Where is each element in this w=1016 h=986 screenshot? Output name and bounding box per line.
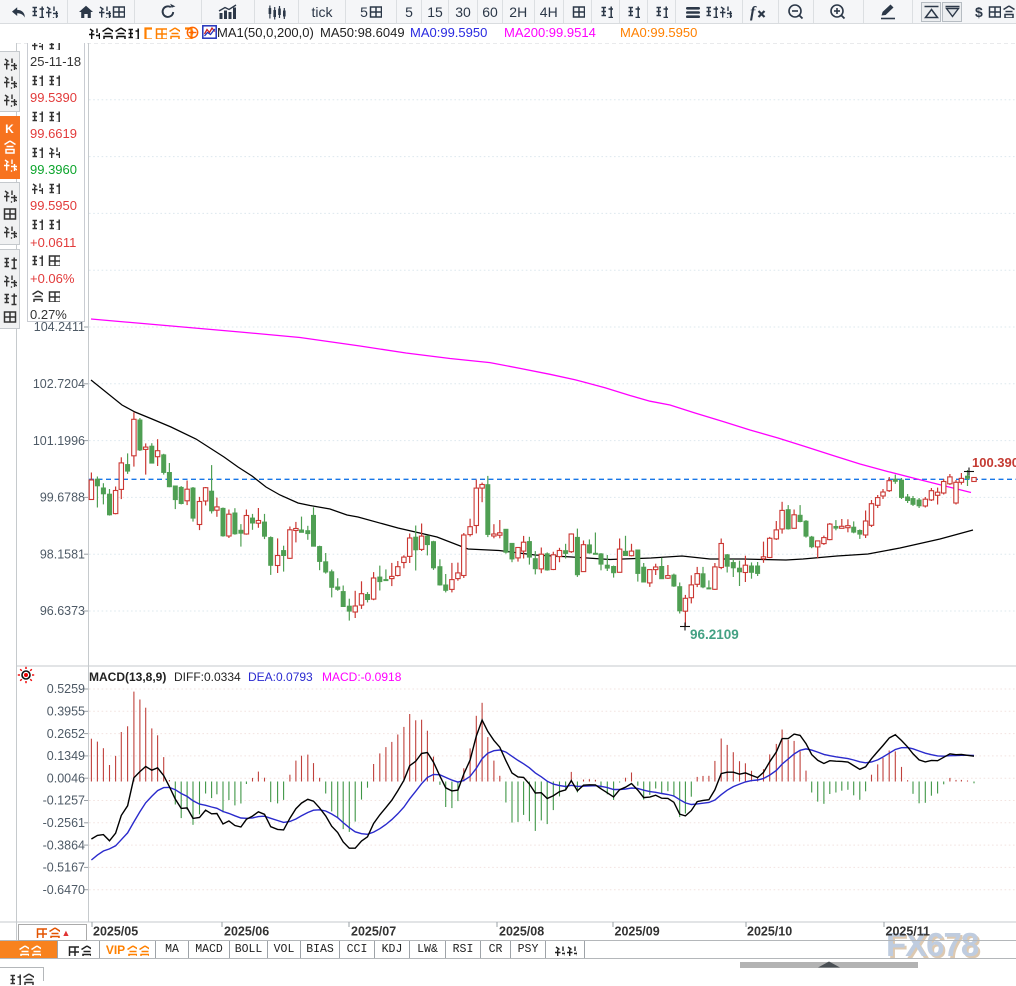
svg-text:2025/11: 2025/11 <box>886 925 931 939</box>
svg-text:102.7204: 102.7204 <box>33 377 85 391</box>
svg-text:96.2109: 96.2109 <box>690 627 739 642</box>
svg-text:-0.3864: -0.3864 <box>43 838 85 852</box>
svg-text:98.1581: 98.1581 <box>40 547 85 561</box>
svg-text:99.6788: 99.6788 <box>40 491 85 505</box>
svg-text:2025/06: 2025/06 <box>224 925 269 939</box>
svg-text:2025/09: 2025/09 <box>615 925 660 939</box>
svg-text:0.2652: 0.2652 <box>47 727 85 741</box>
svg-text:96.6373: 96.6373 <box>40 604 85 618</box>
svg-text:0.1349: 0.1349 <box>47 749 85 763</box>
svg-text:-0.1257: -0.1257 <box>43 794 85 808</box>
svg-text:104.2411: 104.2411 <box>34 320 85 334</box>
svg-text:MACD(13,8,9): MACD(13,8,9) <box>89 670 166 684</box>
svg-text:100.390: 100.390 <box>972 455 1016 470</box>
svg-text:DIFF:0.0334: DIFF:0.0334 <box>174 670 241 684</box>
svg-text:101.1996: 101.1996 <box>33 434 85 448</box>
svg-text:MACD:-0.0918: MACD:-0.0918 <box>322 670 402 684</box>
svg-text:-0.5167: -0.5167 <box>43 861 85 875</box>
svg-text:0.3955: 0.3955 <box>47 705 85 719</box>
svg-text:-0.6470: -0.6470 <box>43 883 85 897</box>
svg-text:DEA:0.0793: DEA:0.0793 <box>248 670 313 684</box>
svg-text:f: f <box>750 4 757 21</box>
svg-text:-0.2561: -0.2561 <box>43 816 85 830</box>
svg-text:2025/10: 2025/10 <box>747 925 792 939</box>
svg-text:2025/08: 2025/08 <box>499 925 544 939</box>
svg-text:2025/05: 2025/05 <box>93 925 138 939</box>
svg-text:0.5259: 0.5259 <box>47 682 85 696</box>
svg-text:0.0046: 0.0046 <box>47 771 85 785</box>
svg-text:2025/07: 2025/07 <box>351 925 396 939</box>
